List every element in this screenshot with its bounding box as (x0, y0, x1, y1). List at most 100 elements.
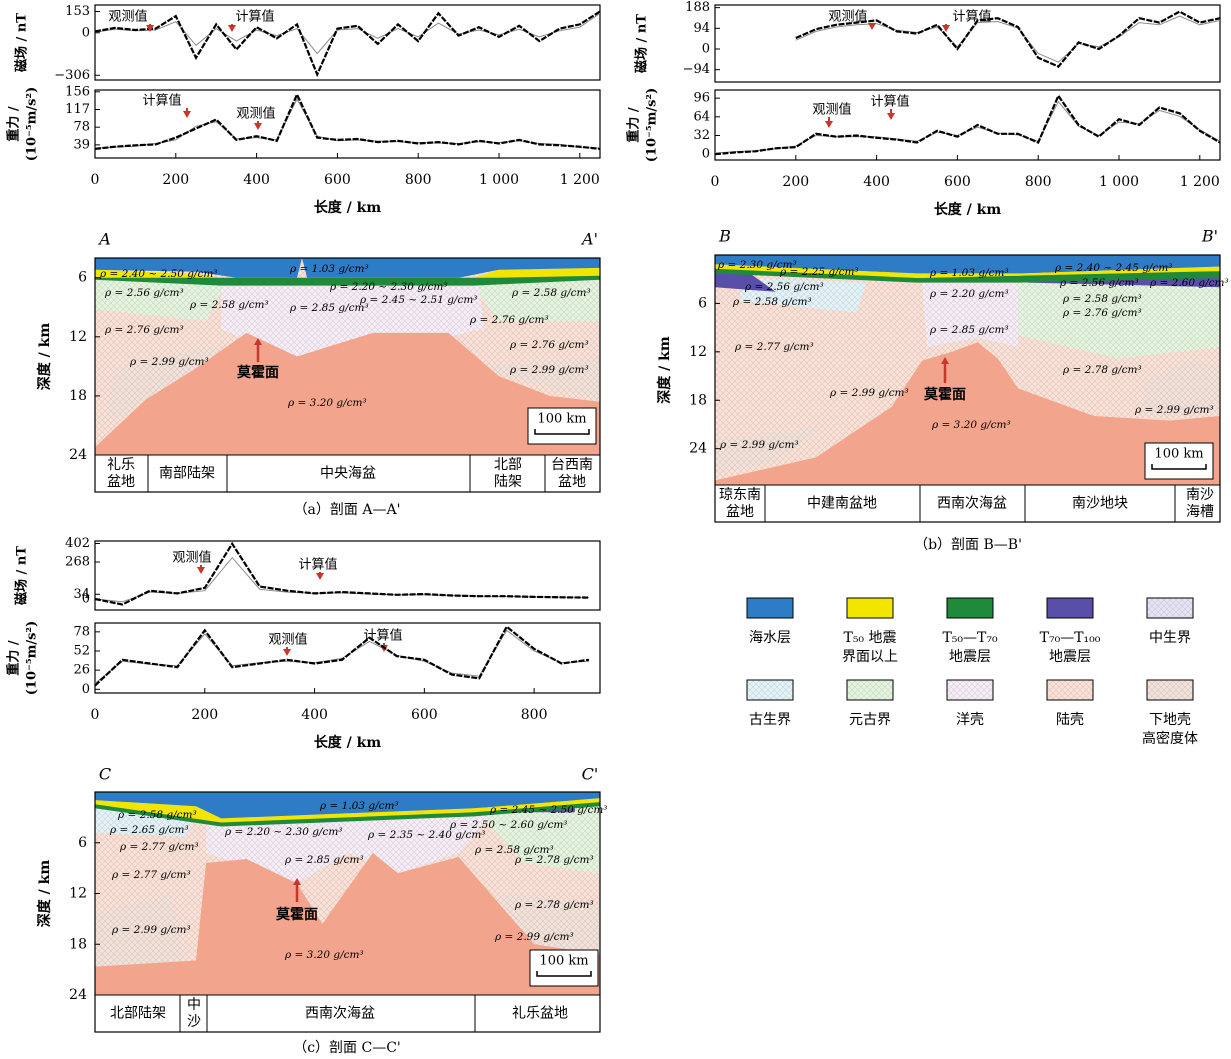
arrow-head (868, 23, 876, 30)
moho-label: 莫霍面 (275, 906, 318, 923)
y-tick-label: 153 (65, 4, 90, 19)
x-tick-label: 800 (1025, 174, 1052, 190)
y-axis-label: (10⁻⁵m/s²) (25, 87, 40, 161)
region-label: 南部陆架 (159, 466, 215, 482)
density-label: ρ = 2.78 g/cm³ (514, 899, 594, 911)
y-tick-label: 0 (82, 682, 90, 697)
y-axis-label: 磁场 / nT (14, 13, 30, 72)
region-label: 琼东南 (719, 487, 761, 503)
legend-texture (1147, 598, 1193, 618)
data-line (95, 630, 589, 683)
y-axis-label: 重力 / (626, 107, 642, 143)
y-tick-label: 6 (78, 270, 87, 286)
density-label: ρ = 1.03 g/cm³ (929, 267, 1009, 279)
series-annotation: 观测值 (268, 632, 307, 648)
data-line (715, 96, 1220, 154)
x-tick-label: 0 (91, 172, 100, 188)
x-tick-label: 800 (405, 172, 432, 188)
density-label: ρ = 2.60 g/cm³ (1149, 277, 1229, 289)
density-label: ρ = 2.99 g/cm³ (509, 364, 589, 376)
density-label: ρ = 2.76 g/cm³ (469, 314, 549, 326)
legend-label: 洋壳 (956, 711, 984, 728)
density-label: ρ = 2.56 g/cm³ (104, 287, 184, 299)
arrow-head (283, 649, 291, 656)
region-label: 海槽 (1186, 504, 1214, 520)
plot-frame (715, 90, 1220, 160)
density-label: ρ = 2.78 g/cm³ (1062, 364, 1142, 376)
density-label: ρ = 2.99 g/cm³ (719, 439, 799, 451)
y-tick-label: 0 (702, 147, 710, 162)
y-tick-label: 117 (65, 102, 90, 117)
legend-texture (1147, 680, 1193, 700)
legend-label: 陆壳 (1056, 711, 1084, 728)
region-label: 盆地 (558, 474, 586, 490)
x-tick-label: 0 (711, 174, 720, 190)
y-tick-label: −306 (54, 68, 90, 83)
series-annotation: 观测值 (108, 9, 147, 25)
y-tick-label: 18 (69, 388, 87, 404)
legend-label: T₇₀—T₁₀₀ (1040, 630, 1101, 646)
x-tick-label: 1 200 (1180, 174, 1220, 190)
density-label: ρ = 2.58 g/cm³ (732, 296, 812, 308)
legend-label: 界面以上 (842, 649, 898, 665)
y-tick-label: 268 (65, 554, 90, 569)
legend-texture (847, 680, 893, 700)
y-axis-label: 深度 / km (36, 323, 53, 391)
legend-label: 地震层 (1049, 649, 1091, 665)
data-line (95, 558, 589, 602)
legend-swatch (847, 598, 893, 618)
region-label: 北部陆架 (110, 1006, 166, 1022)
x-axis-label: 长度 / km (934, 201, 1002, 218)
y-tick-label: 96 (693, 91, 710, 106)
series-annotation: 观测值 (236, 106, 275, 122)
density-label: ρ = 2.77 g/cm³ (119, 841, 199, 853)
panel-caption: （a）剖面 A—A' (294, 502, 401, 518)
legend-swatch (1047, 598, 1093, 618)
density-label: ρ = 2.77 g/cm³ (734, 341, 814, 353)
x-tick-label: 200 (191, 707, 218, 723)
region-label: 礼乐盆地 (512, 1006, 568, 1022)
legend-label: T₅₀—T₇₀ (942, 630, 998, 646)
y-axis-label: 磁场 / nT (14, 546, 30, 605)
y-axis-label: 磁场 / nT (634, 14, 650, 73)
density-label: ρ = 3.20 g/cm³ (287, 397, 367, 409)
y-axis-label: 深度 / km (36, 860, 53, 928)
x-tick-label: 400 (243, 172, 270, 188)
density-label: ρ = 2.99 g/cm³ (829, 387, 909, 399)
density-label: ρ = 2.76 g/cm³ (104, 324, 184, 336)
figure: −3060153磁场 / nT计算值观测值3978117156020040060… (0, 0, 1231, 1059)
region-label: 沙 (187, 1014, 201, 1030)
region-label: 中建南盆地 (807, 496, 877, 512)
density-label: ρ = 2.58 g/cm³ (189, 299, 269, 311)
plot-frame (95, 541, 600, 610)
arrow-head (316, 573, 324, 580)
profile-end: A' (580, 230, 598, 249)
legend-swatch (747, 598, 793, 618)
y-tick-label: −94 (683, 62, 710, 77)
density-label: ρ = 2.76 g/cm³ (509, 339, 589, 351)
y-tick-label: 12 (69, 329, 87, 345)
region-label: 中 (187, 997, 201, 1013)
series-annotation: 计算值 (870, 94, 909, 110)
scale-label: 100 km (537, 412, 586, 427)
density-label: ρ = 2.78 g/cm³ (514, 854, 594, 866)
y-tick-label: 18 (689, 392, 707, 408)
series-annotation: 计算值 (952, 9, 991, 25)
profile-start: B (718, 227, 731, 246)
x-tick-label: 600 (324, 172, 351, 188)
data-line (95, 627, 589, 686)
x-tick-label: 1 000 (479, 172, 519, 188)
region-label: 礼乐 (107, 457, 135, 473)
profile-end: B' (1201, 227, 1218, 246)
density-label: ρ = 2.99 g/cm³ (129, 356, 209, 368)
density-label: ρ = 2.50 ~ 2.60 g/cm³ (449, 819, 568, 831)
series-annotation: 计算值 (363, 628, 402, 644)
x-tick-label: 400 (863, 174, 890, 190)
density-label: ρ = 2.99 g/cm³ (111, 924, 191, 936)
density-label: ρ = 2.76 g/cm³ (1062, 307, 1142, 319)
density-label: ρ = 3.20 g/cm³ (284, 949, 364, 961)
x-tick-label: 600 (411, 707, 438, 723)
x-tick-label: 0 (91, 707, 100, 723)
y-tick-label: 0 (702, 42, 710, 57)
legend-label: 古生界 (749, 712, 791, 728)
